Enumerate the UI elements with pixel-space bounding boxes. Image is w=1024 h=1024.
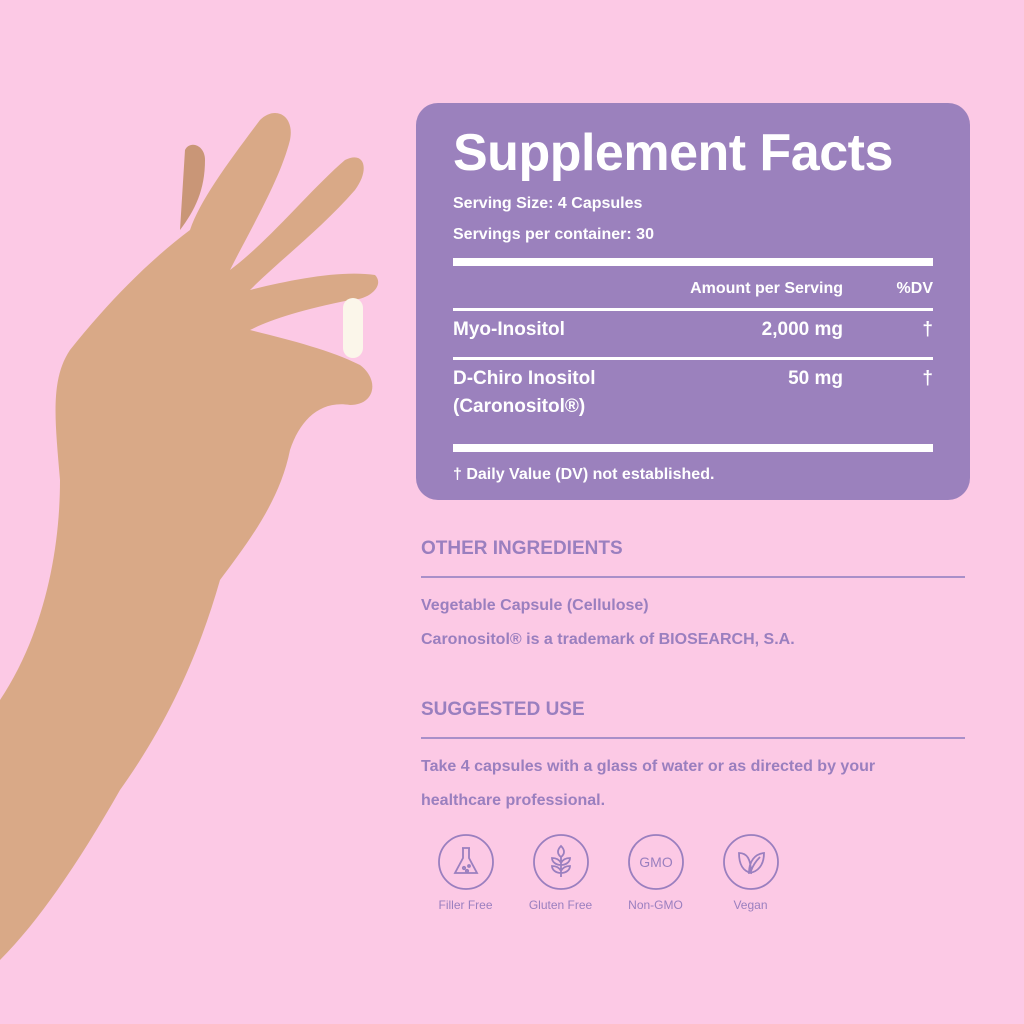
badge-gluten-free: Gluten Free [513, 833, 608, 912]
use-line: healthcare professional. [421, 792, 606, 809]
ingredient-dv: † [922, 319, 933, 340]
use-line: Take 4 capsules with a glass of water or… [421, 758, 876, 775]
ingredient-trademark: (Caronositol®) [453, 396, 586, 417]
gmo-text: GMO [639, 854, 673, 870]
supplement-facts-panel: Supplement Facts Serving Size: 4 Capsule… [416, 103, 970, 500]
footnote: † Daily Value (DV) not established. [453, 466, 715, 483]
badge-non-gmo: GMO Non-GMO [608, 833, 703, 912]
ingredient-name: D-Chiro Inositol [453, 368, 596, 389]
other-ingredients-heading: OTHER INGREDIENTS [421, 538, 623, 559]
ingredient-amount: 50 mg [788, 368, 843, 389]
gmo-icon: GMO [627, 834, 684, 890]
hand-holding-capsule-image [0, 112, 379, 961]
badge-label: Gluten Free [528, 898, 593, 912]
ingredient-line: Vegetable Capsule (Cellulose) [421, 597, 649, 614]
divider [421, 737, 965, 739]
divider [453, 308, 933, 311]
suggested-use-heading: SUGGESTED USE [421, 699, 585, 720]
badge-label: Non-GMO [628, 898, 683, 912]
leaf-icon [722, 834, 779, 890]
facts-title: Supplement Facts [453, 124, 893, 182]
divider [453, 357, 933, 360]
badge-vegan: Vegan [703, 833, 798, 912]
badges: Filler Free Gluten Free GMO Non-GMO Vega… [418, 833, 798, 912]
trademark-line: Caronositol® is a trademark of BIOSEARCH… [421, 631, 795, 648]
badge-filler-free: Filler Free [418, 833, 513, 912]
ingredient-amount: 2,000 mg [761, 319, 843, 340]
divider [453, 258, 933, 266]
suggested-use-text: Take 4 capsules with a glass of water or… [421, 750, 875, 818]
badge-label: Filler Free [438, 898, 493, 912]
badge-label: Vegan [733, 898, 768, 912]
table-row: D-Chiro Inositol (Caronositol®) 50 mg † [453, 360, 933, 436]
ingredient-dv: † [922, 368, 933, 389]
wheat-icon [532, 834, 589, 890]
other-ingredients-text: Vegetable Capsule (Cellulose) Caronositol… [421, 589, 795, 657]
servings-per-container: Servings per container: 30 [453, 226, 654, 243]
serving-size: Serving Size: 4 Capsules [453, 195, 643, 212]
divider [421, 576, 965, 578]
divider [453, 444, 933, 452]
ingredient-name: Myo-Inositol [453, 319, 565, 340]
table-row: Myo-Inositol 2,000 mg † [453, 311, 933, 351]
table-header: Amount per Serving %DV [453, 280, 933, 302]
amount-header: Amount per Serving [690, 280, 843, 297]
dv-header: %DV [896, 280, 933, 297]
flask-icon [437, 834, 494, 890]
